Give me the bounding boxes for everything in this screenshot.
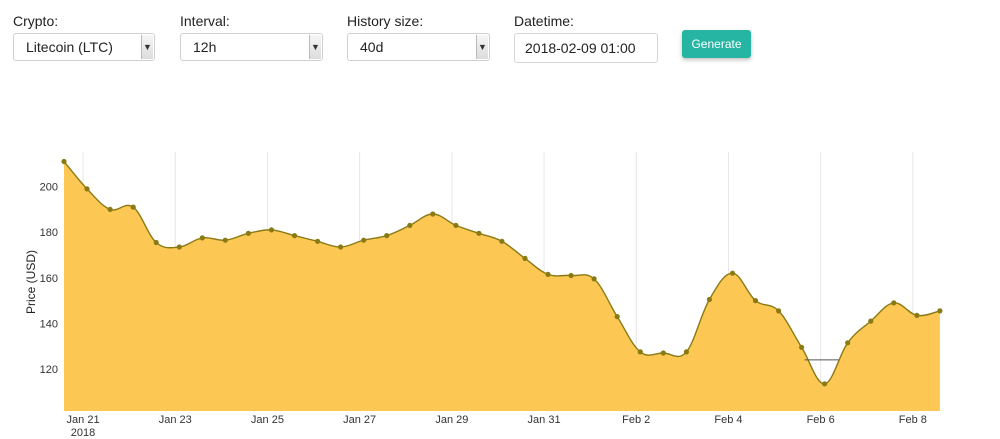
data-point[interactable] (891, 300, 897, 306)
price-area (64, 161, 940, 411)
data-point[interactable] (522, 255, 528, 261)
x-tick-label: Jan 25 (251, 414, 284, 426)
data-point[interactable] (245, 230, 251, 236)
history-group: History size: 40d ▼ (347, 12, 490, 61)
data-point[interactable] (430, 211, 436, 217)
data-point[interactable] (637, 349, 643, 355)
data-point[interactable] (799, 344, 805, 350)
data-point[interactable] (706, 296, 713, 303)
interval-select-value: 12h (193, 39, 217, 55)
crypto-label: Crypto: (13, 13, 59, 29)
data-point[interactable] (291, 233, 298, 239)
data-point[interactable] (453, 222, 459, 228)
data-point[interactable] (338, 244, 344, 250)
crypto-select[interactable]: Litecoin (LTC) ▼ (13, 33, 155, 61)
y-tick-label: 200 (40, 182, 58, 194)
datetime-input[interactable]: 2018-02-09 01:00 (514, 33, 658, 63)
data-point[interactable] (153, 239, 159, 246)
data-point[interactable] (199, 235, 205, 241)
history-select-value: 40d (360, 39, 384, 55)
data-point[interactable] (222, 237, 228, 243)
data-point[interactable] (499, 238, 505, 244)
history-label: History size: (347, 13, 424, 29)
x-tick-label: Jan 21 (67, 414, 100, 426)
data-point[interactable] (660, 350, 666, 356)
x-tick-label: Jan 31 (528, 414, 561, 426)
chevron-down-icon[interactable]: ▼ (476, 35, 488, 59)
data-point[interactable] (107, 206, 113, 212)
data-point[interactable] (845, 340, 851, 346)
interval-label: Interval: (180, 13, 230, 29)
y-tick-label: 160 (40, 273, 58, 285)
x-tick-label: Jan 23 (159, 414, 192, 426)
x-tick-label: Feb 4 (714, 414, 742, 426)
data-point[interactable] (752, 298, 759, 304)
chevron-down-icon[interactable]: ▼ (309, 35, 321, 59)
data-point[interactable] (591, 276, 597, 282)
data-point[interactable] (545, 271, 551, 277)
crypto-select-value: Litecoin (LTC) (26, 39, 113, 55)
data-point[interactable] (61, 158, 67, 165)
data-point[interactable] (614, 314, 620, 320)
data-point[interactable] (914, 312, 920, 318)
x-tick-label: Feb 6 (807, 414, 835, 426)
y-axis-ticks: 120 140 160 180 200 (40, 182, 58, 376)
data-point[interactable] (729, 270, 736, 276)
history-select[interactable]: 40d ▼ (347, 33, 490, 61)
y-axis-title: Price (USD) (24, 250, 38, 314)
x-tick-year-label: 2018 (71, 427, 95, 439)
data-point[interactable] (176, 244, 182, 250)
data-point[interactable] (84, 186, 90, 192)
data-point[interactable] (568, 272, 574, 279)
chevron-down-icon[interactable]: ▼ (141, 35, 153, 59)
y-tick-label: 120 (40, 364, 58, 376)
data-point[interactable] (315, 238, 321, 244)
datetime-label: Datetime: (514, 13, 574, 29)
data-point[interactable] (384, 233, 390, 239)
x-tick-label: Feb 2 (622, 414, 650, 426)
data-point[interactable] (476, 230, 482, 236)
data-point[interactable] (868, 318, 874, 324)
crypto-group: Crypto: Litecoin (LTC) ▼ (13, 12, 155, 61)
data-point[interactable] (130, 204, 136, 210)
y-tick-label: 180 (40, 227, 58, 239)
price-markers (61, 158, 943, 387)
y-tick-label: 140 (40, 318, 58, 330)
datetime-group: Datetime: 2018-02-09 01:00 (514, 12, 658, 63)
data-point[interactable] (361, 237, 367, 243)
data-point[interactable] (683, 349, 690, 355)
data-point[interactable] (776, 308, 782, 314)
generate-button[interactable]: Generate (682, 30, 751, 58)
datetime-input-value: 2018-02-09 01:00 (525, 40, 636, 56)
x-tick-label: Jan 27 (343, 414, 376, 426)
data-point[interactable] (822, 381, 828, 387)
x-tick-label: Jan 29 (435, 414, 468, 426)
interval-select[interactable]: 12h ▼ (180, 33, 323, 61)
data-point[interactable] (937, 308, 943, 314)
data-point[interactable] (268, 227, 275, 233)
interval-group: Interval: 12h ▼ (180, 12, 323, 61)
x-axis-ticks: Jan 21 Jan 23 Jan 25 Jan 27 Jan 29 Jan 31 Feb … (67, 414, 927, 439)
data-point[interactable] (407, 222, 413, 228)
x-tick-label: Feb 8 (899, 414, 927, 426)
